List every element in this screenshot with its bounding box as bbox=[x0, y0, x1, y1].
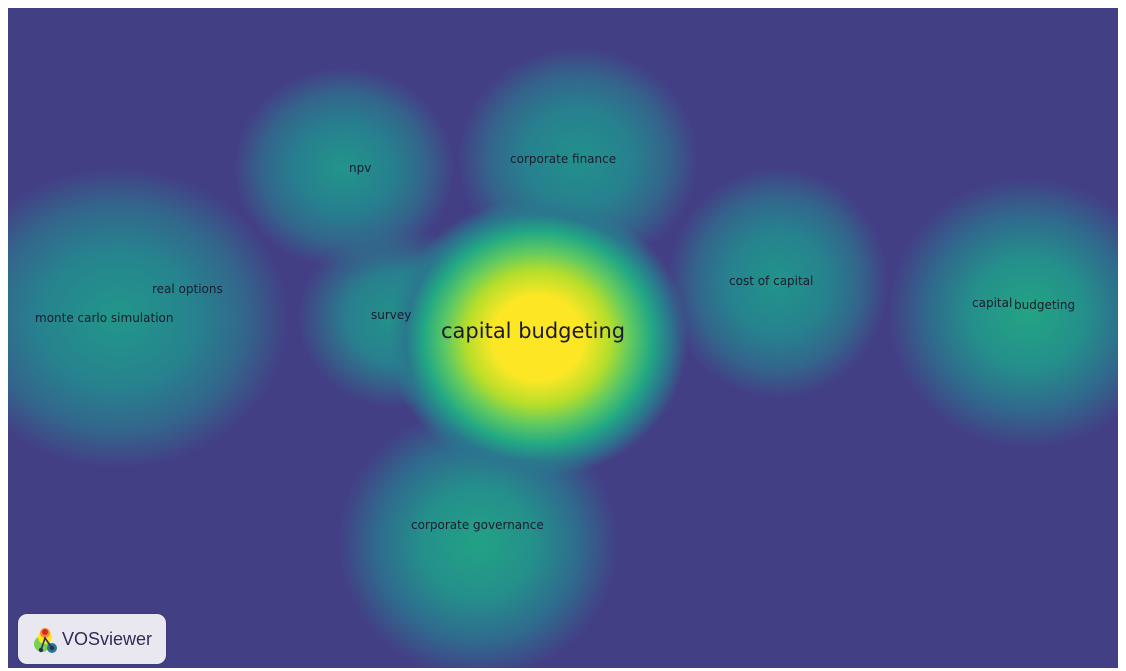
term-label-budgeting[interactable]: budgeting bbox=[1014, 298, 1076, 312]
density-map[interactable]: capital budgeting npv corporate finance … bbox=[8, 8, 1118, 668]
term-label-capital-budgeting[interactable]: capital budgeting bbox=[441, 319, 626, 343]
term-label-corporate-governance[interactable]: corporate governance bbox=[411, 518, 544, 532]
term-label-survey[interactable]: survey bbox=[371, 308, 412, 322]
vosviewer-logo-icon bbox=[34, 628, 57, 653]
term-label-monte-carlo-simulation[interactable]: monte carlo simulation bbox=[35, 311, 174, 325]
term-label-real-options[interactable]: real options bbox=[152, 282, 223, 296]
vosviewer-logo-text: VOSviewer bbox=[62, 628, 153, 649]
term-label-cost-of-capital[interactable]: cost of capital bbox=[729, 274, 814, 288]
density-blob-corporate-governance bbox=[338, 408, 618, 668]
density-blob-capital-budgeting-right bbox=[888, 178, 1118, 448]
vosviewer-logo: VOSviewer bbox=[18, 614, 166, 664]
term-label-corporate-finance[interactable]: corporate finance bbox=[510, 152, 617, 166]
term-label-capital[interactable]: capital bbox=[972, 296, 1013, 310]
term-label-npv[interactable]: npv bbox=[349, 161, 372, 175]
density-blob-npv bbox=[234, 68, 454, 268]
